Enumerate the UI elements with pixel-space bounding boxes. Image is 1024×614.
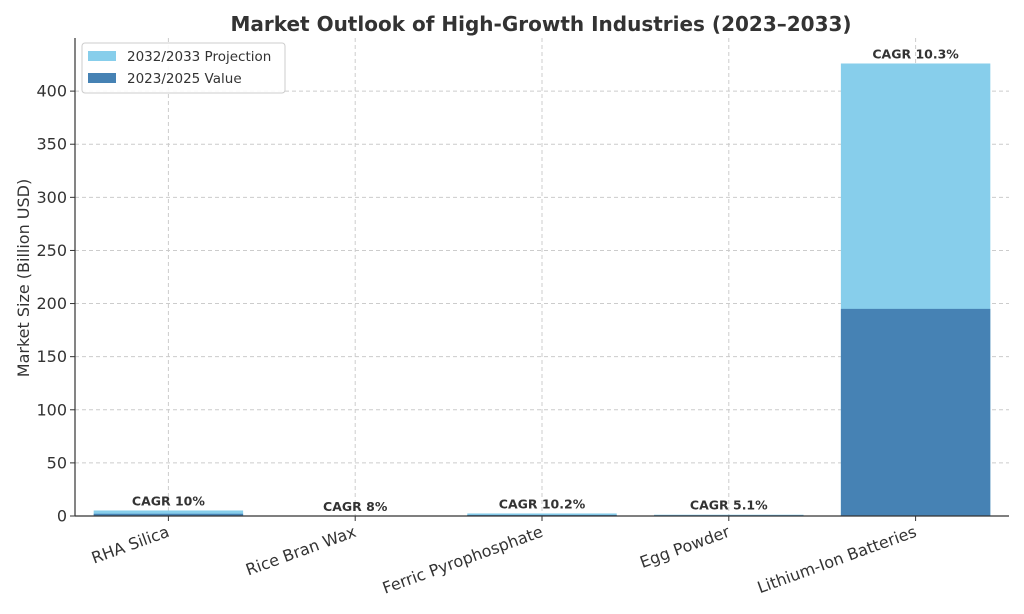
bar-projection [467, 513, 617, 516]
y-tick-label: 0 [57, 507, 67, 526]
x-tick-label: Egg Powder [637, 522, 732, 572]
chart-title: Market Outlook of High-Growth Industries… [230, 12, 851, 36]
x-tick-label: Rice Bran Wax [243, 522, 358, 580]
legend-label: 2032/2033 Projection [127, 49, 271, 65]
y-tick-label: 50 [47, 453, 67, 472]
cagr-label: CAGR 10.3% [872, 46, 959, 61]
y-axis-label: Market Size (Billion USD) [14, 179, 33, 377]
cagr-label: CAGR 5.1% [690, 498, 768, 513]
y-tick-label: 150 [36, 347, 67, 366]
y-tick-label: 350 [36, 135, 67, 154]
cagr-label: CAGR 8% [323, 499, 388, 514]
legend-label: 2023/2025 Value [127, 71, 242, 87]
bar-value [840, 308, 991, 516]
y-tick-label: 200 [36, 294, 67, 313]
y-tick-label: 300 [36, 188, 67, 207]
cagr-label: CAGR 10% [132, 493, 205, 508]
legend-swatch [88, 51, 116, 61]
bar-projection [93, 510, 244, 516]
cagr-label: CAGR 10.2% [499, 496, 586, 511]
y-tick-label: 250 [36, 241, 67, 260]
y-ticks: 0 50 100 150 200 250 300 350 400 [36, 82, 75, 526]
legend: 2032/2033 Projection 2023/2025 Value [81, 42, 286, 94]
cagr-annotations: CAGR 10% CAGR 8% CAGR 10.2% CAGR 5.1% CAGR 1… [132, 46, 959, 513]
bar-value [93, 513, 244, 516]
x-tick-label: RHA Silica [89, 522, 172, 568]
legend-box [81, 42, 286, 94]
x-ticks: RHA Silica Rice Bran Wax Ferric Pyrophosph… [89, 516, 919, 598]
y-tick-label: 400 [36, 82, 67, 101]
x-tick-label: Ferric Pyrophosphate [380, 522, 545, 598]
legend-swatch [88, 73, 116, 83]
y-tick-label: 100 [36, 400, 67, 419]
bars [93, 63, 991, 517]
x-tick-label: Lithium-Ion Batteries [755, 522, 919, 597]
